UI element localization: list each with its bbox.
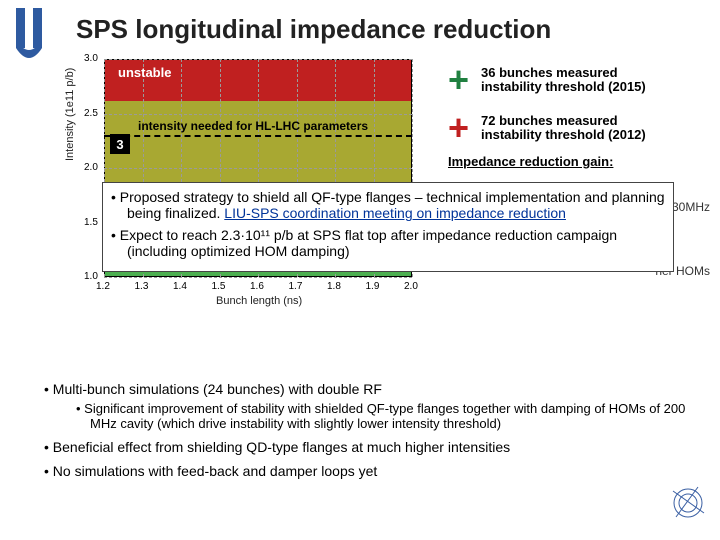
marker-3: 3 <box>110 134 130 154</box>
plus-icon: + <box>448 107 469 149</box>
legend-row-36: + 36 bunches measuredinstability thresho… <box>448 59 646 101</box>
unstable-label: unstable <box>118 65 171 80</box>
bottom-bullet-1-sub: Significant improvement of stability wit… <box>76 401 692 431</box>
legend-text-36: 36 bunches measuredinstability threshold… <box>481 66 646 95</box>
bottom-bullet-3: No simulations with feed-back and damper… <box>44 463 692 479</box>
liu-sps-link[interactable]: LIU-SPS coordination meeting on impedanc… <box>224 205 566 221</box>
intensity-threshold-line <box>104 135 412 137</box>
bottom-bullet-1-text: Multi-bunch simulations (24 bunches) wit… <box>53 381 382 397</box>
bottom-bullet-2: Beneficial effect from shielding QD-type… <box>44 439 692 455</box>
plus-icon: + <box>448 59 469 101</box>
stability-chart: unstable stable intensity needed for HL-… <box>66 51 440 311</box>
x-axis-label: Bunch length (ns) <box>216 295 302 307</box>
legend-row-72: + 72 bunches measuredinstability thresho… <box>448 107 646 149</box>
gain-label: Impedance reduction gain: <box>448 155 613 169</box>
overlay-bullet-2: Expect to reach 2.3·10¹¹ p/b at SPS flat… <box>111 227 665 259</box>
slide: SPS longitudinal impedance reduction uns… <box>0 0 720 540</box>
bottom-bullets: Multi-bunch simulations (24 bunches) wit… <box>44 381 692 479</box>
overlay-box: Proposed strategy to shield all QF-type … <box>102 182 674 272</box>
institution-logo <box>10 8 52 65</box>
y-axis-label: Intensity (1e11 p/b) <box>64 68 76 161</box>
legend-text-72: 72 bunches measuredinstability threshold… <box>481 114 646 143</box>
intensity-threshold-label: intensity needed for HL-LHC parameters <box>138 119 368 133</box>
fragment-30mhz: 30MHz <box>672 200 710 214</box>
cern-logo <box>668 483 708 528</box>
chart-row: unstable stable intensity needed for HL-… <box>66 51 692 311</box>
overlay-bullet-1: Proposed strategy to shield all QF-type … <box>111 189 665 221</box>
bottom-bullet-1: Multi-bunch simulations (24 bunches) wit… <box>44 381 692 431</box>
slide-title: SPS longitudinal impedance reduction <box>76 14 692 45</box>
legend-gain: Impedance reduction gain: <box>448 155 646 169</box>
